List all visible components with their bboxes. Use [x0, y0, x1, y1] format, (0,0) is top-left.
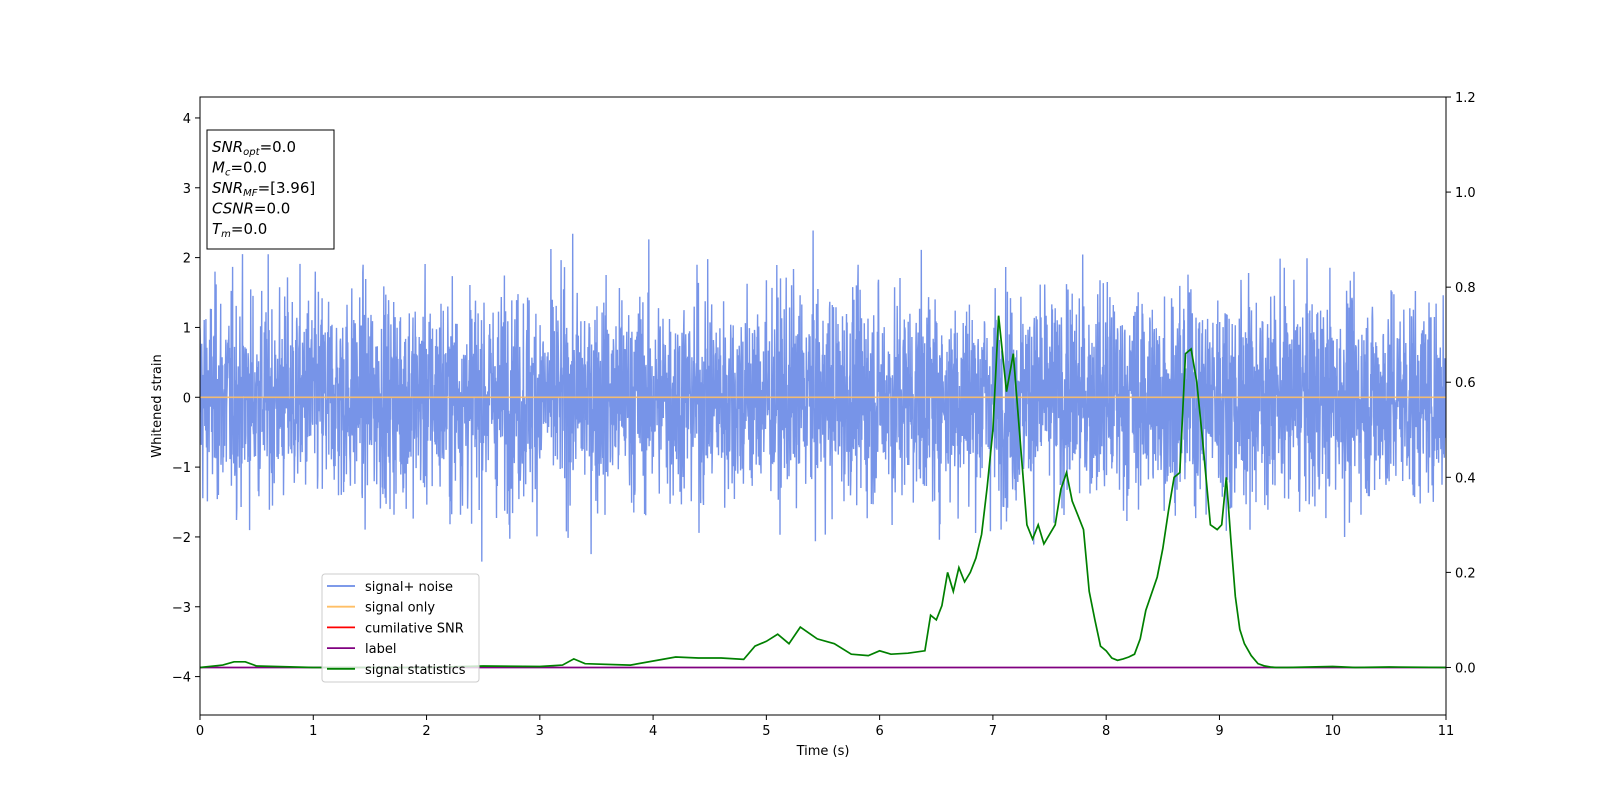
- legend-entry: cumilative SNR: [365, 621, 464, 636]
- x-tick-label: 7: [989, 724, 997, 739]
- x-tick-label: 6: [875, 724, 883, 739]
- y-axis-label: Whitened strain: [150, 354, 165, 457]
- info-line: SNRopt=0.0: [212, 138, 296, 158]
- x-tick-label: 3: [536, 724, 544, 739]
- series-signal-noise-line: [200, 230, 1446, 562]
- y2-tick-label: 0.0: [1455, 661, 1476, 676]
- x-tick-label: 4: [649, 724, 657, 739]
- x-tick-label: 5: [762, 724, 770, 739]
- y-tick-label: 2: [183, 252, 191, 267]
- legend-entry: signal only: [365, 601, 435, 616]
- x-axis-label: Time (s): [796, 744, 850, 759]
- x-tick-label: 2: [422, 724, 430, 739]
- y2-tick-label: 0.2: [1455, 566, 1476, 581]
- x-tick-label: 9: [1215, 724, 1223, 739]
- legend-entry: label: [365, 642, 396, 657]
- y-tick-label: −2: [172, 531, 191, 546]
- legend-entry: signal+ noise: [365, 580, 453, 595]
- y-tick-label: 0: [183, 391, 191, 406]
- info-line: Tm=0.0: [212, 220, 267, 240]
- info-line: SNRMF=[3.96]: [212, 179, 315, 199]
- x-tick-label: 0: [196, 724, 204, 739]
- info-line: Mc=0.0: [212, 159, 267, 179]
- y2-tick-label: 0.8: [1455, 281, 1476, 296]
- x-tick-label: 1: [309, 724, 317, 739]
- y-tick-label: 1: [183, 321, 191, 336]
- plot-frame: [199, 96, 1447, 716]
- info-box: [206, 129, 335, 250]
- x-tick-label: 10: [1324, 724, 1341, 739]
- x-tick-label: 11: [1438, 724, 1455, 739]
- y2-tick-label: 1.2: [1455, 91, 1476, 106]
- y2-tick-label: 0.6: [1455, 376, 1476, 391]
- y-tick-label: −1: [172, 461, 191, 476]
- y2-tick-label: 0.4: [1455, 471, 1476, 486]
- y-tick-label: −3: [172, 601, 191, 616]
- info-line: CSNR=0.0: [212, 200, 290, 218]
- x-tick-label: 8: [1102, 724, 1110, 739]
- legend-entry: signal statistics: [365, 663, 466, 678]
- y-tick-label: −4: [172, 671, 191, 686]
- series-signal-statistics-line: [200, 315, 1446, 669]
- y-tick-label: 3: [183, 182, 191, 197]
- legend-box: [321, 573, 480, 683]
- y-tick-label: 4: [183, 112, 191, 127]
- y2-tick-label: 1.0: [1455, 186, 1476, 201]
